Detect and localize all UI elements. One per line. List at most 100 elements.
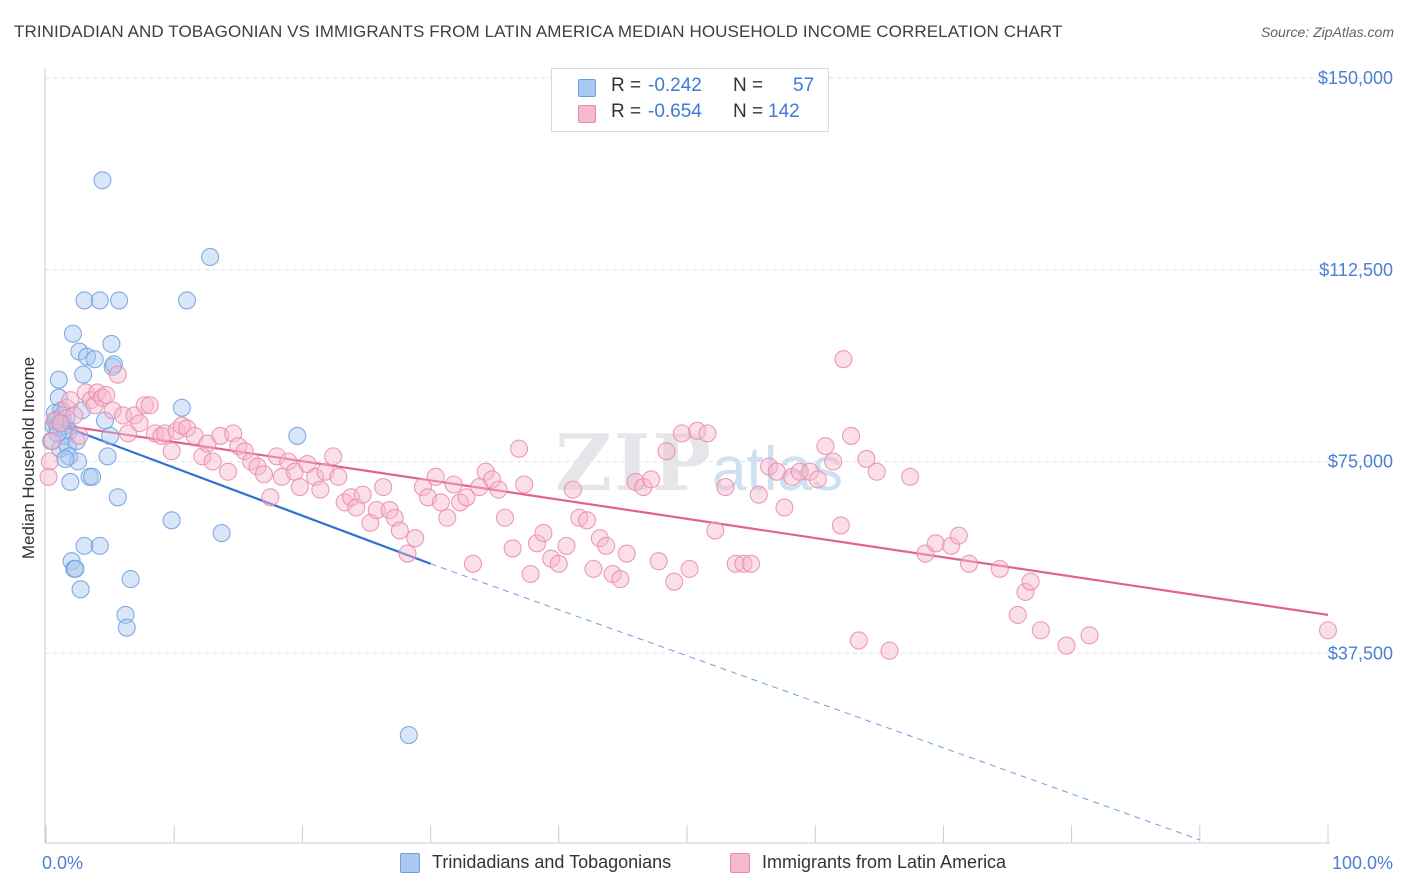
legend-r-value: -0.242 bbox=[648, 75, 702, 96]
point-latin-america-127 bbox=[867, 462, 886, 481]
point-latin-america-134 bbox=[959, 554, 979, 573]
point-latin-america-106 bbox=[688, 421, 707, 440]
point-latin-america-94 bbox=[597, 536, 616, 555]
point-trinidadian-38 bbox=[101, 426, 120, 445]
y-axis-label: Median Household Income bbox=[19, 357, 38, 559]
point-latin-america-121 bbox=[816, 437, 835, 456]
y-tick-label-3: $150,000 bbox=[1318, 68, 1393, 88]
point-trinidadian-24 bbox=[71, 580, 90, 599]
legend-n-label: N = bbox=[733, 101, 764, 122]
point-latin-america-41 bbox=[254, 465, 273, 484]
point-latin-america-70 bbox=[438, 508, 457, 527]
legend-r-value: -0.654 bbox=[648, 101, 702, 122]
point-latin-america-66 bbox=[413, 478, 432, 497]
point-latin-america-2 bbox=[43, 431, 62, 451]
legend-r-label: R = bbox=[611, 101, 642, 122]
point-latin-america-22 bbox=[140, 396, 159, 415]
point-trinidadian-21 bbox=[67, 431, 86, 451]
point-latin-america-83 bbox=[521, 564, 540, 584]
point-latin-america-107 bbox=[698, 424, 717, 443]
point-trinidadian-43 bbox=[110, 291, 129, 310]
point-latin-america-25 bbox=[156, 424, 175, 443]
point-trinidadian-51 bbox=[212, 524, 231, 543]
point-latin-america-18 bbox=[118, 424, 138, 443]
point-latin-america-29 bbox=[177, 419, 197, 438]
point-trinidadian-27 bbox=[75, 291, 94, 310]
grid-lines bbox=[45, 77, 1370, 654]
point-trinidadian-42 bbox=[108, 488, 127, 507]
bottom-legend-swatch-blue bbox=[400, 853, 420, 873]
point-trinidadian-33 bbox=[90, 291, 109, 310]
point-latin-america-128 bbox=[880, 641, 899, 660]
point-latin-america-142 bbox=[831, 516, 850, 535]
point-latin-america-124 bbox=[842, 426, 861, 445]
x-tick-label-max: 100.0% bbox=[1332, 853, 1393, 873]
point-latin-america-135 bbox=[990, 559, 1009, 578]
y-tick-label-1: $75,000 bbox=[1328, 452, 1393, 472]
correlation-legend: R = -0.242 N = 57 R = -0.654 N = 142 bbox=[551, 68, 829, 132]
point-latin-america-40 bbox=[248, 457, 267, 476]
watermark-zip: ZIP bbox=[555, 418, 713, 509]
point-latin-america-111 bbox=[734, 554, 753, 573]
bottom-legend-swatch-pink bbox=[730, 853, 750, 873]
legend-swatch-pink bbox=[578, 105, 596, 123]
trend-line-latin-america bbox=[48, 422, 1329, 616]
point-latin-america-92 bbox=[584, 559, 603, 578]
point-latin-america-143 bbox=[1318, 621, 1338, 640]
point-latin-america-20 bbox=[130, 414, 149, 433]
point-latin-america-116 bbox=[775, 498, 794, 517]
y-tick-labels: $37,500 $75,000 $112,500 $150,000 bbox=[1318, 68, 1393, 663]
point-latin-america-80 bbox=[503, 539, 522, 558]
point-latin-america-88 bbox=[557, 536, 576, 555]
point-latin-america-53 bbox=[329, 467, 348, 486]
point-latin-america-69 bbox=[431, 493, 450, 512]
chart-title: TRINIDADIAN AND TOBAGONIAN VS IMMIGRANTS… bbox=[14, 22, 1063, 41]
point-latin-america-85 bbox=[534, 524, 553, 543]
point-latin-america-28 bbox=[172, 416, 191, 435]
point-latin-america-52 bbox=[324, 447, 343, 466]
point-latin-america-104 bbox=[672, 424, 691, 443]
point-trinidadian-18 bbox=[63, 324, 82, 343]
point-latin-america-6 bbox=[61, 391, 80, 410]
point-latin-america-33 bbox=[203, 452, 222, 471]
trend-line-trinidadian-extension bbox=[430, 563, 1200, 841]
point-latin-america-27 bbox=[167, 421, 186, 440]
point-trinidadian-41 bbox=[104, 355, 123, 374]
point-latin-america-115 bbox=[767, 462, 786, 481]
point-latin-america-112 bbox=[742, 554, 761, 573]
point-latin-america-65 bbox=[406, 529, 425, 548]
point-latin-america-120 bbox=[808, 470, 827, 489]
point-trinidadian-16 bbox=[61, 472, 80, 492]
legend-n-value: 57 bbox=[793, 75, 815, 96]
point-latin-america-16 bbox=[108, 365, 127, 384]
point-latin-america-45 bbox=[279, 452, 298, 471]
point-trinidadian-32 bbox=[85, 350, 104, 369]
point-latin-america-100 bbox=[642, 470, 661, 489]
point-latin-america-113 bbox=[749, 485, 768, 504]
point-latin-america-89 bbox=[563, 480, 582, 499]
point-latin-america-129 bbox=[901, 467, 920, 486]
point-latin-america-78 bbox=[489, 480, 508, 499]
point-latin-america-71 bbox=[444, 475, 463, 494]
point-latin-america-109 bbox=[716, 478, 735, 497]
point-latin-america-73 bbox=[457, 488, 476, 507]
point-latin-america-132 bbox=[942, 536, 961, 555]
point-latin-america-15 bbox=[103, 401, 122, 420]
legend-swatch-blue bbox=[578, 79, 596, 97]
point-latin-america-103 bbox=[665, 572, 684, 591]
bottom-legend-label: Trinidadians and Tobagonians bbox=[432, 852, 672, 872]
point-latin-america-68 bbox=[426, 467, 445, 486]
y-tick-label-0: $37,500 bbox=[1328, 643, 1393, 663]
point-trinidadian-49 bbox=[177, 291, 197, 310]
point-latin-america-136 bbox=[1008, 605, 1027, 624]
point-latin-america-137 bbox=[1016, 582, 1035, 601]
point-latin-america-42 bbox=[261, 488, 280, 507]
point-latin-america-122 bbox=[824, 452, 843, 471]
point-trinidadian-50 bbox=[201, 247, 220, 267]
point-latin-america-14 bbox=[97, 385, 116, 405]
point-latin-america-81 bbox=[510, 439, 529, 458]
point-latin-america-108 bbox=[706, 521, 725, 540]
point-trinidadian-34 bbox=[90, 536, 109, 555]
point-trinidadian-39 bbox=[102, 334, 121, 353]
point-trinidadian-45 bbox=[117, 618, 136, 637]
